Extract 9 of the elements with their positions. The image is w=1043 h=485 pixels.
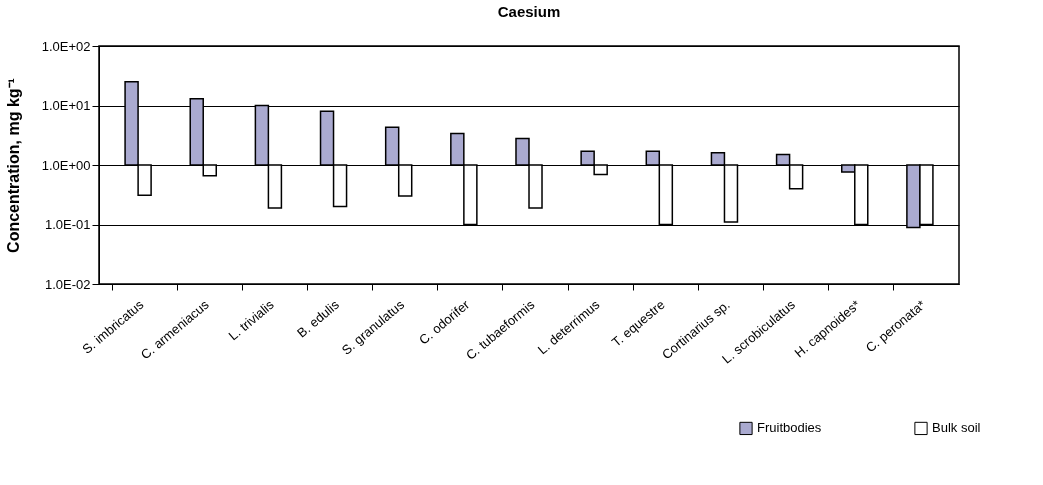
chart-title: Caesium (497, 3, 561, 20)
y-tick-label: 1.0E-01 (44, 217, 91, 232)
legend-label: Bulk soil (932, 420, 981, 436)
y-tick-label: 1.0E+00 (41, 157, 91, 173)
y-tick-label: 1.0E+01 (41, 98, 91, 113)
y-axis-title: Concentration, mg kg⁻¹ (4, 78, 22, 253)
y-tick-label: 1.0E+02 (41, 38, 91, 54)
y-tick-label: 1.0E-02 (44, 276, 91, 292)
legend-label: Fruitbodies (757, 420, 822, 436)
